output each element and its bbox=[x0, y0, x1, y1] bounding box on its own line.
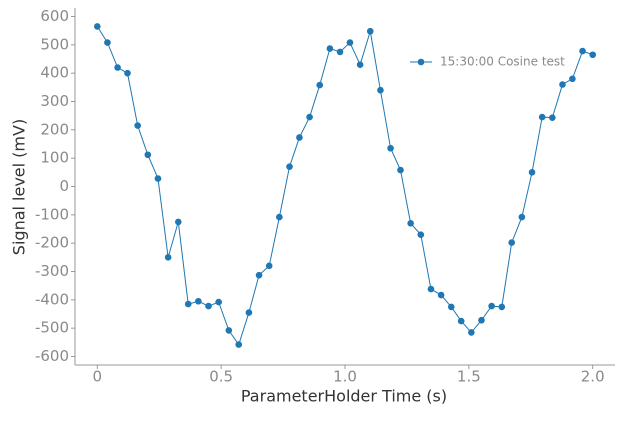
y-tick-label: -500 bbox=[35, 319, 69, 337]
data-point bbox=[528, 169, 536, 176]
data-point bbox=[296, 134, 303, 141]
data-point bbox=[336, 48, 344, 56]
data-point bbox=[478, 316, 485, 324]
data-point bbox=[255, 271, 263, 279]
data-point bbox=[134, 122, 141, 129]
data-point bbox=[124, 69, 131, 77]
y-tick-label: -600 bbox=[35, 347, 69, 365]
data-point bbox=[589, 51, 597, 59]
data-point bbox=[205, 302, 212, 310]
data-point bbox=[306, 113, 313, 121]
y-tick-label: 0 bbox=[59, 177, 69, 195]
data-point bbox=[245, 309, 253, 316]
data-point bbox=[366, 27, 374, 35]
data-point bbox=[316, 81, 324, 89]
data-point bbox=[215, 298, 222, 306]
data-point bbox=[356, 61, 364, 68]
data-point bbox=[569, 75, 576, 83]
data-point bbox=[346, 39, 354, 46]
data-point bbox=[104, 39, 111, 46]
y-tick-label: 300 bbox=[40, 92, 69, 110]
y-tick-label: -300 bbox=[35, 262, 69, 280]
data-point bbox=[559, 81, 566, 88]
x-tick-label: 2.0 bbox=[581, 368, 605, 386]
data-point bbox=[286, 163, 293, 170]
data-point bbox=[447, 303, 455, 311]
legend-label: 15:30:00 Cosine test bbox=[440, 55, 565, 69]
data-point bbox=[397, 166, 404, 174]
data-point bbox=[508, 239, 516, 246]
y-tick-label: 200 bbox=[40, 120, 69, 138]
data-point bbox=[265, 262, 273, 270]
data-point bbox=[549, 114, 556, 121]
data-point bbox=[184, 300, 192, 308]
data-point bbox=[164, 254, 172, 261]
y-tick-label: -100 bbox=[35, 205, 69, 223]
data-point bbox=[387, 144, 394, 152]
data-point bbox=[498, 303, 506, 311]
y-tick-label: -200 bbox=[35, 234, 69, 252]
data-point bbox=[144, 151, 152, 159]
series-line bbox=[96, 26, 593, 346]
x-tick-label: 1.5 bbox=[457, 368, 481, 386]
data-point bbox=[437, 291, 445, 299]
data-point bbox=[225, 327, 233, 334]
y-tick-label: 100 bbox=[40, 149, 69, 167]
y-tick-label: -400 bbox=[35, 290, 69, 308]
x-tick-label: 0 bbox=[93, 368, 103, 386]
x-tick-label: 0.5 bbox=[209, 368, 233, 386]
data-point bbox=[174, 218, 182, 226]
data-point bbox=[377, 86, 384, 94]
data-point bbox=[276, 213, 283, 221]
data-point bbox=[417, 231, 425, 238]
y-axis-label: Signal level (mV) bbox=[10, 119, 29, 255]
data-point bbox=[326, 45, 334, 52]
data-point bbox=[468, 329, 475, 336]
x-axis-label: ParameterHolder Time (s) bbox=[241, 387, 447, 406]
data-point bbox=[518, 213, 526, 221]
data-point bbox=[538, 113, 546, 121]
data-point bbox=[579, 47, 586, 55]
data-point bbox=[195, 297, 202, 305]
data-point bbox=[114, 64, 121, 71]
data-point bbox=[427, 285, 435, 293]
data-point bbox=[154, 175, 162, 182]
y-tick-label: 500 bbox=[40, 35, 69, 53]
data-point bbox=[457, 317, 465, 325]
x-tick-label: 1.0 bbox=[333, 368, 357, 386]
legend-marker bbox=[417, 58, 425, 66]
y-tick-label: 400 bbox=[40, 64, 69, 82]
data-point bbox=[488, 302, 495, 310]
data-point bbox=[235, 341, 243, 348]
data-point bbox=[93, 23, 101, 30]
y-tick-label: 600 bbox=[40, 7, 69, 25]
data-point bbox=[407, 220, 414, 227]
